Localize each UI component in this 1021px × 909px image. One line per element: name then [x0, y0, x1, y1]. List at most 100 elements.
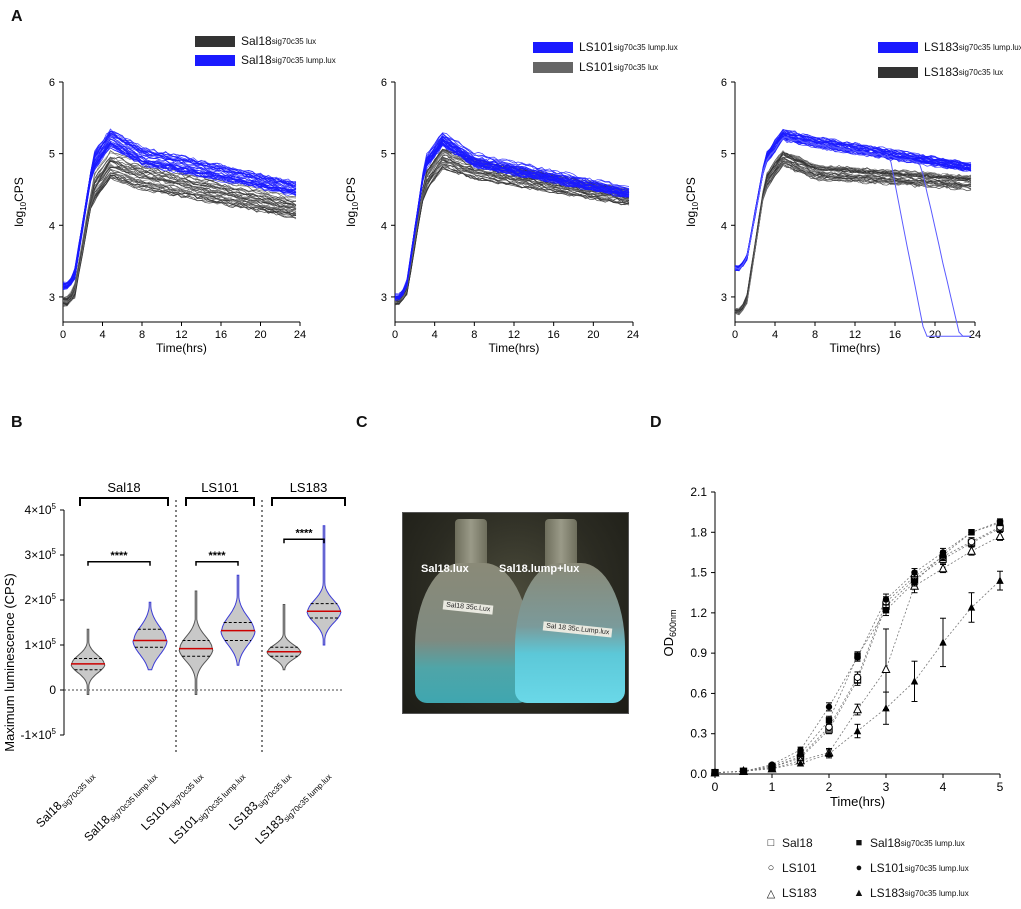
lux-series-curve — [734, 163, 972, 313]
significance-label: **** — [208, 550, 226, 562]
legend-sub: sig70c35 lump.lux — [958, 42, 1021, 52]
legend-swatch — [878, 66, 918, 78]
x-tick-label: 20 — [929, 329, 941, 341]
lump-series-curve — [734, 137, 972, 271]
panel-a-chart-ls183: 3 4 5 6 0 4 8 12 16 20 24 Time(hrs) log10CPS — [684, 77, 981, 355]
filled-circle-icon: ● — [855, 862, 863, 874]
significance-bracket — [283, 538, 325, 544]
data-point-filled-triangle — [796, 759, 805, 767]
y-axis-label-sub: 10 — [691, 201, 700, 210]
x-tick-label: 3 — [883, 780, 890, 794]
lump-series-curve — [62, 132, 297, 286]
panel-letter-b: B — [11, 414, 23, 431]
y-tick-exp: 5 — [52, 637, 57, 646]
legend-swatch — [195, 54, 235, 66]
x-tick-label: 0 — [60, 329, 66, 341]
lump-series-curve — [734, 132, 972, 268]
legend-label: LS183 — [924, 40, 959, 54]
open-circle-icon: ○ — [767, 862, 775, 874]
x-tick-label: 24 — [294, 329, 306, 341]
lux-series-curve — [734, 159, 972, 315]
category-label-sub: sig70c35 lux — [256, 772, 294, 810]
y-tick-exp: 5 — [52, 547, 57, 556]
x-tick-label: 24 — [969, 329, 981, 341]
x-tick-label: 4 — [432, 329, 438, 341]
data-point-filled-circle — [968, 529, 975, 536]
legend-label: LS101 — [579, 40, 614, 54]
x-tick-label: 0 — [392, 329, 398, 341]
lux-series-curve — [734, 152, 972, 312]
lump-series-curve — [394, 135, 630, 299]
group-label: LS101 — [201, 480, 239, 495]
lump-series-curve — [735, 137, 972, 271]
data-point-filled-circle — [854, 653, 861, 661]
series-line — [714, 521, 1001, 774]
y-tick-coef: 2×10 — [25, 593, 52, 607]
y-tick-label: 5 — [381, 149, 387, 161]
lux-series-curve — [62, 160, 297, 301]
legend-a2-item-1: LS101 sig70c35 lump.lux — [533, 40, 678, 54]
group-bracket — [79, 497, 169, 506]
lump-series-drop-curve — [734, 136, 971, 337]
legend-a3-item-1: LS183 sig70c35 lump.lux — [878, 40, 1021, 54]
d-legend-label: LS183 — [782, 886, 817, 900]
y-tick-label: 1×105 — [25, 637, 57, 652]
x-tick-label: 20 — [587, 329, 599, 341]
lump-series-curve — [62, 136, 297, 287]
x-tick-label: 12 — [849, 329, 861, 341]
lux-series-curve — [734, 158, 972, 312]
y-tick-label: 4×105 — [25, 502, 57, 517]
x-tick-label: 12 — [175, 329, 187, 341]
d-legend-sal18: □ Sal18 — [760, 836, 813, 850]
y-tick-exp: 5 — [52, 592, 57, 601]
y-axis-label: OD600nm — [661, 609, 678, 656]
y-tick-label: 4 — [381, 220, 387, 232]
y-axis-label-main: OD — [661, 637, 676, 657]
lux-series-curve — [62, 164, 297, 303]
legend-sub: sig70c35 lux — [271, 36, 317, 46]
data-point-filled-square — [825, 717, 833, 724]
open-square-icon: □ — [767, 837, 775, 849]
y-tick-exp: 5 — [52, 727, 57, 736]
legend-sub: sig70c35 lux — [613, 62, 659, 72]
category-label-sub: sig70c35 lux — [168, 772, 206, 810]
y-axis-label-sub: 600nm — [668, 609, 678, 637]
y-tick-label: 4 — [49, 220, 55, 232]
lux-series-curve — [62, 172, 297, 304]
y-tick-label: 6 — [721, 77, 727, 89]
x-axis-label: Time(hrs) — [156, 341, 207, 355]
lump-series-curve — [734, 129, 972, 269]
d-legend-label: Sal18 — [782, 836, 813, 850]
data-point-filled-triangle — [882, 704, 890, 712]
x-tick-label: 8 — [139, 329, 145, 341]
data-point-filled-square — [797, 750, 804, 758]
lux-series-curve — [62, 168, 297, 303]
legend-swatch — [878, 41, 918, 53]
y-tick-label: 0.9 — [690, 646, 707, 660]
x-tick-label: 5 — [997, 780, 1004, 794]
data-point-open-triangle — [966, 545, 977, 555]
y-tick-coef: 3×10 — [25, 548, 52, 562]
x-tick-label: 16 — [889, 329, 901, 341]
y-tick-label: 0.0 — [690, 767, 707, 781]
lump-series-curve — [394, 138, 630, 299]
data-point-filled-circle — [825, 703, 833, 711]
lux-series-curve — [394, 161, 630, 304]
x-tick-label: 12 — [508, 329, 520, 341]
data-point-open-circle — [853, 673, 862, 682]
lump-series-curve — [734, 131, 972, 270]
flask-right-label: Sal18.lump+lux — [499, 563, 580, 575]
y-axis-label-main: log — [684, 211, 698, 227]
significance-label: **** — [110, 550, 128, 562]
lux-series-curve — [734, 151, 972, 310]
lump-series-curve — [62, 130, 297, 283]
y-tick-label: 2.1 — [690, 485, 707, 499]
lux-series-curve — [734, 161, 972, 313]
y-axis-label-tail: CPS — [12, 177, 26, 202]
d-legend-label: LS183 — [870, 886, 905, 900]
legend-label: LS101 — [579, 60, 614, 74]
lux-series-curve — [734, 161, 972, 314]
data-point-filled-triangle — [910, 677, 919, 685]
panel-letter-d: D — [650, 414, 662, 431]
